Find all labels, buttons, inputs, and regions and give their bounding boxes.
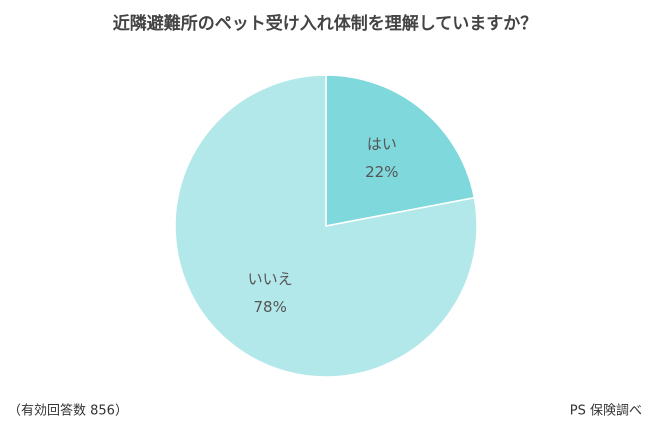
source: PS 保険調べ [570,404,642,419]
note: （有効回答数 856） [8,403,128,419]
value-label: 22% [365,163,398,181]
pie-slice [174,74,478,378]
value-label: 78% [254,298,287,316]
slice-label: いいえ [248,270,293,288]
slice-label: はい [367,135,397,153]
chart-title: 近隣避難所のペット受け入れ体制を理解していますか？ [113,13,538,34]
pie-slice [325,74,476,227]
